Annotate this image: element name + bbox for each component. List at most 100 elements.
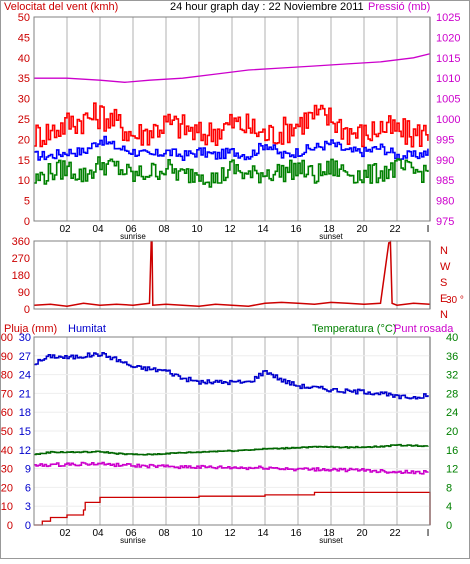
humidity-tick-label: 0 (25, 520, 31, 532)
x-tick-label: 16 (290, 528, 302, 539)
temperature-tick-label: 32 (446, 370, 458, 382)
pressure-tick-label: 990 (436, 155, 454, 167)
x-tick-label: 18 (323, 528, 335, 539)
wind-low-line (34, 156, 429, 188)
humidity-tick-label: 21 (19, 388, 31, 400)
x-tick-label: 06 (125, 224, 137, 235)
dewpoint-axis-title: Punt rosada (394, 323, 454, 335)
direction-tick-label: 180 (12, 270, 30, 282)
graph-title: 24 hour graph day : 22 Noviembre 2011 (170, 1, 364, 13)
wind-tick-label: 50 (18, 12, 30, 24)
compass-label-n-bottom: N (440, 309, 448, 321)
pressure-tick-label: 985 (436, 175, 454, 187)
pressure-axis-title: Pressió (mb) (368, 1, 430, 13)
x-tick-label: 12 (224, 528, 236, 539)
humidity-axis-title: Humitat (68, 323, 106, 335)
wind-tick-label: 20 (18, 134, 30, 146)
rain-tick-label: 100 (0, 332, 13, 344)
temperature-line (34, 443, 429, 456)
rain-tick-label: 30 (1, 464, 13, 476)
temperature-tick-label: 8 (446, 482, 452, 494)
x-tick-label: 02 (59, 224, 71, 235)
pressure-tick-label: 980 (436, 196, 454, 208)
pressure-tick-label: 975 (436, 216, 454, 228)
rain-tick-label: 80 (1, 370, 13, 382)
rain-tick-label: 10 (1, 501, 13, 513)
wind-tick-label: 45 (18, 32, 30, 44)
x-tick-label: 20 (356, 224, 368, 235)
wind-tick-label: 35 (18, 73, 30, 85)
direction-tick-label: 270 (12, 253, 30, 265)
wind-tick-label: 0 (24, 216, 30, 228)
wind-gust-line (34, 135, 429, 161)
sunset-label: sunset (319, 536, 343, 545)
temperature-tick-label: 20 (446, 426, 458, 438)
x-tick-label: 18 (323, 224, 335, 235)
temperature-tick-label: 40 (446, 332, 458, 344)
rain-tick-label: 0 (7, 520, 13, 532)
rain-axis-title: Pluja (mm) (4, 323, 57, 335)
rain-line (34, 491, 431, 526)
humidity-tick-label: 18 (19, 407, 31, 419)
humidity-tick-label: 27 (19, 351, 31, 363)
temperature-axis-title: Temperatura (°C) (312, 323, 396, 335)
rain-tick-label: 90 (1, 351, 13, 363)
compass-label-w: W (440, 261, 451, 273)
pressure-tick-label: 1010 (436, 73, 460, 85)
wind-tick-label: 30 (18, 94, 30, 106)
humidity-tick-label: 24 (19, 370, 31, 382)
x-tick-label: 14 (257, 528, 269, 539)
humidity-tick-label: 15 (19, 426, 31, 438)
wind-tick-label: 40 (18, 53, 30, 65)
rain-tick-label: 70 (1, 388, 13, 400)
humidity-line (34, 352, 429, 400)
compass-label-n-top: N (440, 245, 448, 257)
temperature-tick-label: 0 (446, 520, 452, 532)
x-tick-label: 08 (158, 528, 170, 539)
wind-avg-line (34, 102, 429, 148)
compass-label-e: E (440, 293, 447, 305)
x-tick-label: I (427, 528, 430, 539)
pressure-tick-label: 995 (436, 134, 454, 146)
x-tick-label: 02 (59, 528, 71, 539)
x-tick-label: 08 (158, 224, 170, 235)
pressure-tick-label: 1020 (436, 32, 460, 44)
dewpoint-line (34, 461, 429, 475)
rain-tick-label: 60 (1, 407, 13, 419)
x-tick-label: 22 (389, 528, 401, 539)
x-tick-label: 16 (290, 224, 302, 235)
panel-border (33, 16, 431, 222)
pressure-tick-label: 1015 (436, 53, 460, 65)
x-tick-label: I (427, 224, 430, 235)
degree-label: 30 ° (446, 295, 464, 306)
humidity-tick-label: 3 (25, 501, 31, 513)
x-tick-label: 14 (257, 224, 269, 235)
compass-label-s: S (440, 277, 447, 289)
wind-tick-label: 5 (24, 196, 30, 208)
x-tick-label: 04 (92, 528, 104, 539)
wind-tick-label: 15 (18, 155, 30, 167)
temperature-tick-label: 24 (446, 407, 458, 419)
sunrise-label: sunrise (120, 536, 146, 545)
x-tick-label: 22 (389, 224, 401, 235)
humidity-tick-label: 9 (25, 464, 31, 476)
x-tick-label: 10 (191, 528, 203, 539)
rain-tick-label: 50 (1, 426, 13, 438)
x-tick-label: 06 (125, 528, 137, 539)
direction-tick-label: 90 (18, 287, 30, 299)
direction-tick-label: 360 (12, 236, 30, 248)
wind-tick-label: 10 (18, 175, 30, 187)
panel-border (33, 336, 431, 526)
x-tick-label: 10 (191, 224, 203, 235)
pressure-line (34, 53, 431, 83)
wind-axis-title: Velocitat del vent (kmh) (4, 1, 118, 13)
pressure-tick-label: 1000 (436, 114, 460, 126)
wind-tick-label: 25 (18, 114, 30, 126)
humidity-tick-label: 30 (19, 332, 31, 344)
humidity-tick-label: 6 (25, 482, 31, 494)
direction-tick-label: 0 (24, 304, 30, 316)
x-tick-label: 12 (224, 224, 236, 235)
pressure-tick-label: 1005 (436, 94, 460, 106)
